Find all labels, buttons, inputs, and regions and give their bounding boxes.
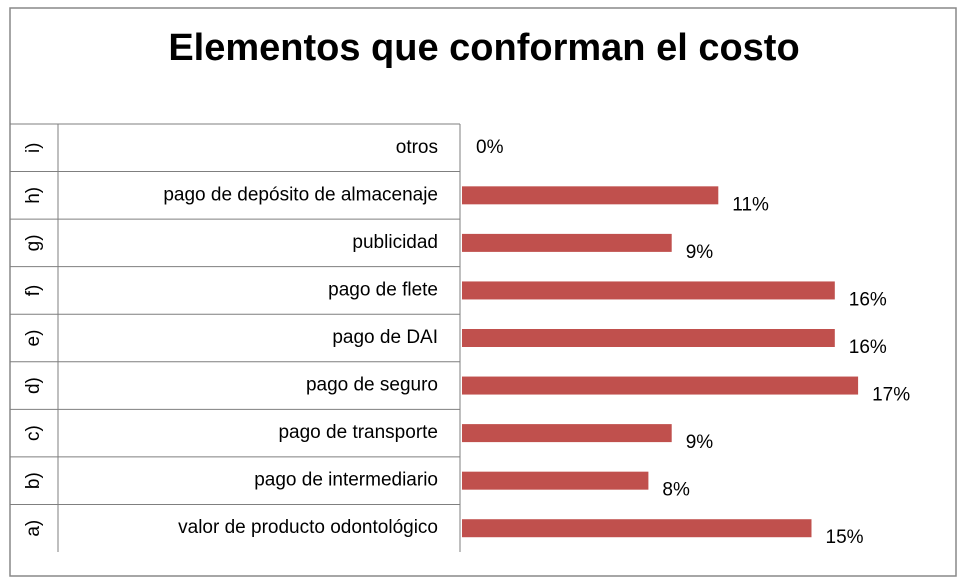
data-label: 9%: [686, 432, 714, 453]
y-tick-label: pago de depósito de almacenaje: [163, 184, 438, 205]
group-label: f): [23, 285, 44, 297]
group-label: d): [23, 377, 44, 394]
data-label: 15%: [826, 527, 864, 548]
data-label: 11%: [732, 194, 769, 215]
group-label: a): [23, 520, 44, 537]
y-tick-label: pago de transporte: [278, 422, 438, 443]
bar: [462, 329, 835, 347]
y-tick-label: publicidad: [352, 232, 438, 253]
bar: [462, 233, 672, 252]
bar: [462, 281, 835, 300]
group-label: g): [23, 234, 44, 251]
data-label: 8%: [662, 480, 690, 501]
y-tick-label: pago de seguro: [306, 375, 438, 396]
group-label: e): [23, 330, 44, 347]
data-label: 0%: [476, 137, 504, 158]
data-label: 16%: [849, 337, 887, 358]
group-label: i): [23, 142, 44, 153]
data-label: 17%: [872, 385, 910, 406]
bar: [462, 519, 812, 538]
y-tick-label: pago de intermediario: [254, 470, 438, 491]
y-tick-label: pago de DAI: [332, 327, 438, 348]
chart-title: Elementos que conforman el costo: [168, 27, 799, 69]
data-label: 9%: [686, 242, 714, 263]
group-label: c): [23, 425, 44, 441]
group-label: b): [23, 472, 44, 489]
y-tick-label: pago de flete: [328, 279, 438, 300]
bar: [462, 376, 859, 395]
bar: [462, 424, 672, 443]
y-tick-label: otros: [396, 137, 438, 158]
y-tick-label: valor de producto odontológico: [178, 517, 438, 538]
group-label: h): [23, 187, 44, 204]
bar: [462, 471, 649, 490]
bar: [462, 186, 719, 205]
data-label: 16%: [849, 289, 887, 310]
